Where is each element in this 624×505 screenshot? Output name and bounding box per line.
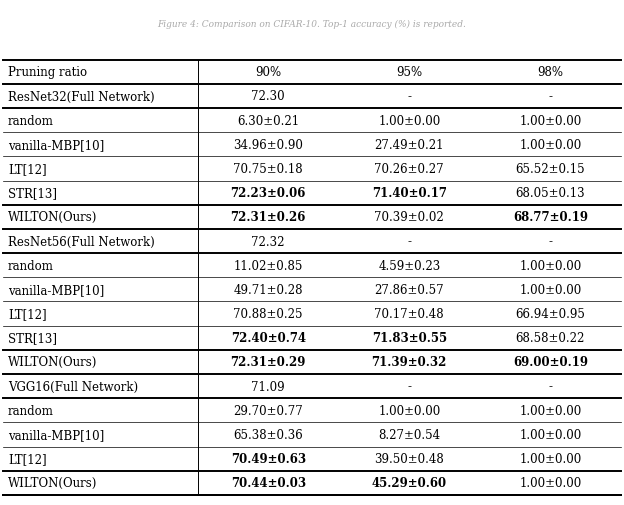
Text: Figure 4: Comparison on CIFAR-10. Top-1 accuracy (%) is reported.: Figure 4: Comparison on CIFAR-10. Top-1 … xyxy=(158,20,466,29)
Text: WILTON(Ours): WILTON(Ours) xyxy=(8,476,97,489)
Text: 72.31±0.29: 72.31±0.29 xyxy=(230,356,306,369)
Text: 70.26±0.27: 70.26±0.27 xyxy=(374,163,444,176)
Text: 1.00±0.00: 1.00±0.00 xyxy=(519,476,582,489)
Text: 65.38±0.36: 65.38±0.36 xyxy=(233,428,303,441)
Text: LT[12]: LT[12] xyxy=(8,308,47,321)
Text: 72.40±0.74: 72.40±0.74 xyxy=(231,332,306,344)
Text: 1.00±0.00: 1.00±0.00 xyxy=(378,115,441,127)
Text: 6.30±0.21: 6.30±0.21 xyxy=(237,115,300,127)
Text: ResNet56(Full Network): ResNet56(Full Network) xyxy=(8,235,155,248)
Text: -: - xyxy=(407,235,411,248)
Text: 65.52±0.15: 65.52±0.15 xyxy=(515,163,585,176)
Text: 4.59±0.23: 4.59±0.23 xyxy=(378,259,441,272)
Text: STR[13]: STR[13] xyxy=(8,332,57,344)
Text: LT[12]: LT[12] xyxy=(8,163,47,176)
Text: 27.86±0.57: 27.86±0.57 xyxy=(374,283,444,296)
Text: vanilla-MBP[10]: vanilla-MBP[10] xyxy=(8,283,104,296)
Text: 70.17±0.48: 70.17±0.48 xyxy=(374,308,444,321)
Text: WILTON(Ours): WILTON(Ours) xyxy=(8,356,97,369)
Text: 1.00±0.00: 1.00±0.00 xyxy=(519,283,582,296)
Text: 29.70±0.77: 29.70±0.77 xyxy=(233,404,303,417)
Text: 70.39±0.02: 70.39±0.02 xyxy=(374,211,444,224)
Text: 8.27±0.54: 8.27±0.54 xyxy=(378,428,441,441)
Text: LT[12]: LT[12] xyxy=(8,452,47,465)
Text: -: - xyxy=(548,235,552,248)
Text: vanilla-MBP[10]: vanilla-MBP[10] xyxy=(8,428,104,441)
Text: 70.49±0.63: 70.49±0.63 xyxy=(231,452,306,465)
Text: 27.49±0.21: 27.49±0.21 xyxy=(374,138,444,152)
Text: 71.40±0.17: 71.40±0.17 xyxy=(372,187,447,200)
Text: 1.00±0.00: 1.00±0.00 xyxy=(519,259,582,272)
Text: 1.00±0.00: 1.00±0.00 xyxy=(519,115,582,127)
Text: 68.58±0.22: 68.58±0.22 xyxy=(515,332,585,344)
Text: 70.75±0.18: 70.75±0.18 xyxy=(233,163,303,176)
Text: 71.83±0.55: 71.83±0.55 xyxy=(372,332,447,344)
Text: -: - xyxy=(407,90,411,104)
Text: 71.09: 71.09 xyxy=(251,380,285,393)
Text: 1.00±0.00: 1.00±0.00 xyxy=(378,404,441,417)
Text: 98%: 98% xyxy=(537,66,563,79)
Text: random: random xyxy=(8,404,54,417)
Text: 90%: 90% xyxy=(255,66,281,79)
Text: 34.96±0.90: 34.96±0.90 xyxy=(233,138,303,152)
Text: Pruning ratio: Pruning ratio xyxy=(8,66,87,79)
Text: -: - xyxy=(407,380,411,393)
Text: 68.77±0.19: 68.77±0.19 xyxy=(513,211,588,224)
Text: 1.00±0.00: 1.00±0.00 xyxy=(519,428,582,441)
Text: 72.32: 72.32 xyxy=(251,235,285,248)
Text: 1.00±0.00: 1.00±0.00 xyxy=(519,138,582,152)
Text: 69.00±0.19: 69.00±0.19 xyxy=(513,356,588,369)
Text: random: random xyxy=(8,115,54,127)
Text: 71.39±0.32: 71.39±0.32 xyxy=(372,356,447,369)
Text: random: random xyxy=(8,259,54,272)
Text: WILTON(Ours): WILTON(Ours) xyxy=(8,211,97,224)
Text: -: - xyxy=(548,90,552,104)
Text: 49.71±0.28: 49.71±0.28 xyxy=(233,283,303,296)
Text: ResNet32(Full Network): ResNet32(Full Network) xyxy=(8,90,155,104)
Text: 39.50±0.48: 39.50±0.48 xyxy=(374,452,444,465)
Text: -: - xyxy=(548,380,552,393)
Text: 70.88±0.25: 70.88±0.25 xyxy=(233,308,303,321)
Text: 66.94±0.95: 66.94±0.95 xyxy=(515,308,585,321)
Text: 72.23±0.06: 72.23±0.06 xyxy=(230,187,306,200)
Text: 72.31±0.26: 72.31±0.26 xyxy=(230,211,306,224)
Text: VGG16(Full Network): VGG16(Full Network) xyxy=(8,380,139,393)
Text: 95%: 95% xyxy=(396,66,422,79)
Text: 68.05±0.13: 68.05±0.13 xyxy=(515,187,585,200)
Text: 1.00±0.00: 1.00±0.00 xyxy=(519,404,582,417)
Text: vanilla-MBP[10]: vanilla-MBP[10] xyxy=(8,138,104,152)
Text: 45.29±0.60: 45.29±0.60 xyxy=(372,476,447,489)
Text: STR[13]: STR[13] xyxy=(8,187,57,200)
Text: 1.00±0.00: 1.00±0.00 xyxy=(519,452,582,465)
Text: 11.02±0.85: 11.02±0.85 xyxy=(233,259,303,272)
Text: 72.30: 72.30 xyxy=(251,90,285,104)
Text: 70.44±0.03: 70.44±0.03 xyxy=(231,476,306,489)
